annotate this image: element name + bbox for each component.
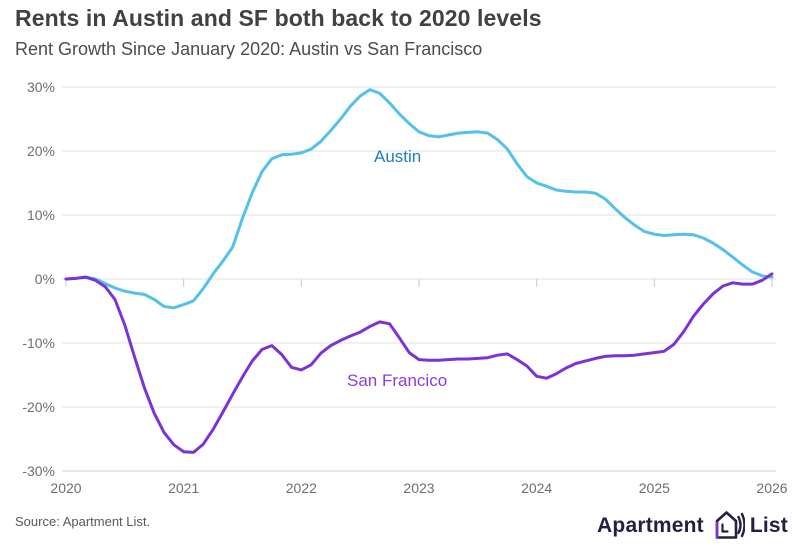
logo-word-list: List bbox=[749, 514, 788, 537]
y-tick-label: 30% bbox=[26, 79, 55, 95]
y-tick-label: 10% bbox=[26, 207, 55, 223]
x-tick-label: 2025 bbox=[638, 480, 670, 496]
austin-series-label: Austin bbox=[374, 147, 422, 166]
apartment-list-logo-icon bbox=[715, 511, 745, 539]
y-tick-label: -20% bbox=[22, 399, 55, 415]
x-tick-label: 2021 bbox=[168, 480, 200, 496]
y-tick-label: -30% bbox=[22, 463, 55, 479]
y-tick-label: 20% bbox=[26, 143, 55, 159]
x-tick-label: 2024 bbox=[521, 480, 553, 496]
chart-title: Rents in Austin and SF both back to 2020… bbox=[15, 5, 542, 31]
x-tick-label: 2022 bbox=[285, 480, 317, 496]
chart-subtitle: Rent Growth Since January 2020: Austin v… bbox=[15, 39, 483, 59]
san-francisco-series-label: San Francico bbox=[347, 371, 448, 390]
x-tick-label: 2023 bbox=[403, 480, 435, 496]
y-tick-label: 0% bbox=[34, 271, 55, 287]
source-note: Source: Apartment List. bbox=[15, 514, 151, 529]
series-line-austin bbox=[64, 88, 774, 310]
series-line-san-francico bbox=[64, 272, 774, 454]
x-tick-label: 2026 bbox=[756, 480, 788, 496]
x-tick-label: 2020 bbox=[50, 480, 82, 496]
logo-word-apartment: Apartment bbox=[597, 514, 704, 537]
y-tick-label: -10% bbox=[22, 335, 55, 351]
apartment-list-logo: Apartment List bbox=[597, 505, 788, 547]
